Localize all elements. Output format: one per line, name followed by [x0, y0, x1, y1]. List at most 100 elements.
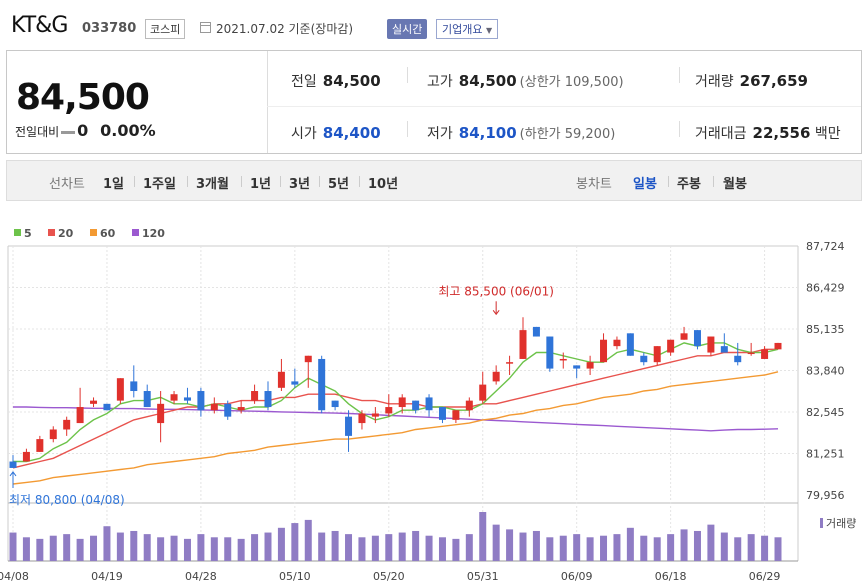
candle-body — [667, 339, 675, 353]
volume-bar — [586, 537, 594, 561]
amount-label: 거래대금 — [695, 126, 747, 142]
candle-body — [573, 365, 581, 369]
day-low: 저가 84,100 (하한가 59,200) — [427, 123, 615, 143]
x-tick-label: 04/19 — [91, 570, 123, 583]
quote-date: 2021.07.02 기준(장마감) — [216, 22, 354, 36]
candle-body — [277, 371, 285, 388]
candle-body — [412, 400, 420, 411]
open-label: 시가 — [291, 126, 317, 142]
open-value: 84,400 — [322, 124, 381, 142]
divider — [407, 121, 408, 137]
candle-body — [371, 413, 379, 417]
volume-bar — [143, 534, 151, 561]
candle-body — [63, 419, 71, 430]
legend-swatch — [132, 229, 139, 236]
tab-3m[interactable]: 3개월 — [196, 177, 229, 192]
candle-body — [76, 407, 84, 424]
x-tick-label: 04/08 — [0, 570, 29, 583]
quote-summary: 84,500 전일대비 0 0.00% 전일 84,500 고가 84,500 (상한가… — [6, 50, 862, 154]
chevron-down-icon: ▼ — [485, 26, 493, 35]
candle-body — [251, 391, 259, 401]
divider — [407, 67, 408, 83]
company-overview-dropdown[interactable]: 기업개요 ▼ — [436, 19, 499, 39]
candle-body — [210, 403, 218, 411]
candle-chart-label: 봉차트 — [576, 177, 612, 192]
divider — [241, 176, 242, 187]
volume-bar — [559, 535, 567, 561]
candle-body — [385, 407, 393, 414]
volume-bar — [210, 537, 218, 561]
candle-body — [774, 342, 782, 350]
candle-body — [452, 410, 460, 420]
candle-body — [103, 403, 111, 411]
volume-bar — [63, 534, 71, 561]
candle-body — [197, 391, 205, 411]
candle-body — [519, 330, 527, 359]
tab-daily[interactable]: 일봉 — [633, 177, 657, 192]
upper-limit: (상한가 109,500) — [519, 75, 624, 90]
legend-label: 60 — [100, 227, 116, 240]
line-chart-label: 선차트 — [49, 177, 85, 192]
tab-monthly[interactable]: 월봉 — [723, 177, 747, 192]
volume-bar — [224, 537, 232, 561]
volume-bar — [103, 526, 111, 561]
candle-body — [559, 358, 567, 361]
volume-bar — [720, 532, 728, 561]
realtime-button[interactable]: 실시간 — [387, 19, 428, 39]
legend-swatch — [90, 229, 97, 236]
candle-body — [693, 330, 701, 347]
candle-body — [304, 355, 312, 363]
tab-3y[interactable]: 3년 — [289, 177, 311, 192]
low-value: 84,100 — [458, 124, 517, 142]
candle-body — [465, 400, 473, 411]
tab-1w[interactable]: 1주일 — [143, 177, 176, 192]
volume-bar — [640, 535, 648, 561]
tab-1y[interactable]: 1년 — [250, 177, 272, 192]
current-price: 84,500 — [16, 77, 150, 118]
candle-body — [9, 461, 17, 468]
volume-bar — [130, 530, 138, 561]
tab-weekly[interactable]: 주봉 — [677, 177, 701, 192]
candle-body — [506, 362, 514, 364]
y-tick-label: 81,251 — [806, 448, 845, 461]
volume-bar — [613, 534, 621, 561]
divider — [668, 176, 669, 187]
legend-swatch — [14, 229, 21, 236]
trade-amount: 거래대금 22,556 백만 — [695, 123, 847, 143]
candle-body — [143, 391, 151, 408]
candle-body — [479, 384, 487, 401]
tab-1d[interactable]: 1일 — [103, 177, 125, 192]
candle-body — [600, 339, 608, 363]
volume-bar — [747, 534, 755, 561]
divider — [679, 121, 680, 137]
volume-bar — [264, 532, 272, 561]
volume: 거래량 267,659 — [695, 71, 808, 91]
divider — [267, 106, 861, 107]
tab-10y[interactable]: 10년 — [368, 177, 399, 192]
candle-body — [170, 394, 178, 401]
calendar-icon — [200, 22, 211, 33]
candle-body — [331, 400, 339, 408]
volume-bar — [183, 538, 191, 561]
tab-5y[interactable]: 5년 — [328, 177, 350, 192]
candle-body — [747, 352, 755, 355]
volume-bar — [331, 530, 339, 561]
candle-body — [720, 346, 728, 353]
volume-bar — [371, 535, 379, 561]
volume-bar — [425, 535, 433, 561]
legend-label: 20 — [58, 227, 74, 240]
divider — [713, 176, 714, 187]
volume-bar — [22, 537, 30, 561]
volume-bar — [465, 534, 473, 561]
candle-body — [640, 355, 648, 363]
volume-bar — [36, 538, 44, 561]
volume-bar — [9, 532, 17, 561]
volume-bar — [667, 534, 675, 561]
prev-close: 전일 84,500 — [291, 71, 381, 91]
volume-bar — [546, 537, 554, 561]
volume-bar — [277, 527, 285, 561]
candle-body — [22, 451, 30, 462]
volume-bar — [398, 532, 406, 561]
divider — [267, 51, 268, 153]
price-change: 전일대비 0 0.00% — [15, 121, 156, 140]
